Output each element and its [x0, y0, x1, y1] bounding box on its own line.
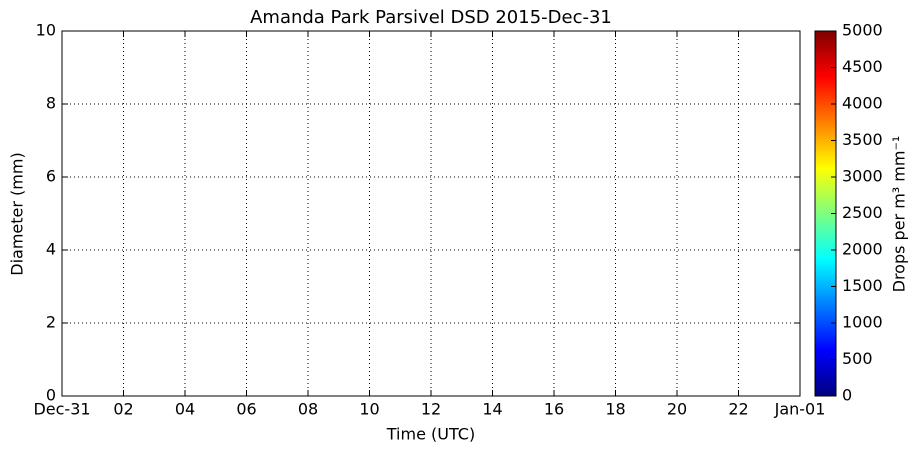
x-axis-label: Time (UTC): [386, 425, 475, 444]
y-tick-label: 2: [46, 313, 56, 332]
y-tick-label: 0: [46, 386, 56, 405]
y-tick-label: 8: [46, 94, 56, 113]
colorbar-tick-label: 2500: [842, 203, 883, 222]
x-tick-label: 08: [298, 400, 318, 419]
colorbar-tick-label: 2000: [842, 240, 883, 259]
plot-frame: [61, 30, 801, 397]
colorbar-tick-label: 0: [842, 386, 852, 405]
x-tick-label: 20: [667, 400, 687, 419]
x-tick-label: 04: [175, 400, 195, 419]
colorbar-tick-label: 4000: [842, 94, 883, 113]
x-tick-label: Jan-01: [774, 400, 826, 419]
colorbar-label: Drops per m³ mm⁻¹: [890, 136, 909, 293]
x-tick-label: 02: [113, 400, 133, 419]
chart-title: Amanda Park Parsivel DSD 2015-Dec-31: [250, 7, 612, 28]
colorbar-tick-label: 1500: [842, 276, 883, 295]
colorbar-tick-label: 3000: [842, 167, 883, 186]
y-tick-label: 4: [46, 240, 56, 259]
x-tick-label: 14: [482, 400, 502, 419]
colorbar-tick-label: 1000: [842, 313, 883, 332]
y-tick-label: 10: [36, 21, 56, 40]
colorbar-tick-label: 4500: [842, 57, 883, 76]
x-tick-label: 10: [359, 400, 379, 419]
colorbar-tick-label: 5000: [842, 21, 883, 40]
y-tick-label: 6: [46, 167, 56, 186]
x-tick-label: 06: [236, 400, 256, 419]
x-tick-label: 18: [605, 400, 625, 419]
colorbar-tick-label: 3500: [842, 130, 883, 149]
x-tick-label: 22: [728, 400, 748, 419]
colorbar-tick-label: 500: [842, 349, 873, 368]
y-axis-label: Diameter (mm): [8, 152, 27, 275]
x-tick-label: 16: [544, 400, 564, 419]
x-tick-label: 12: [421, 400, 441, 419]
x-tick-label: Dec-31: [33, 400, 90, 419]
